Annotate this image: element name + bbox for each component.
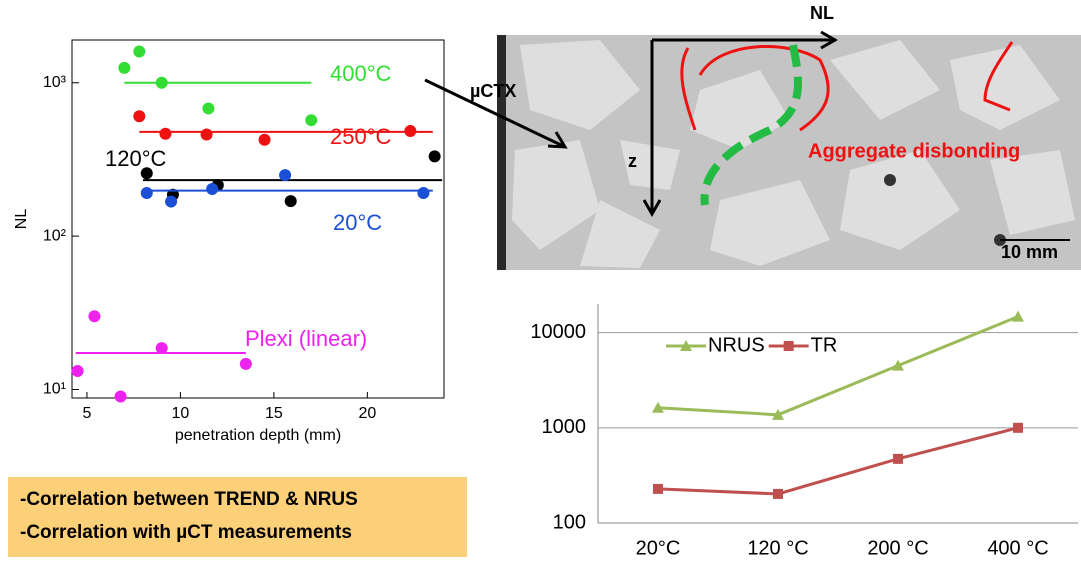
point — [200, 128, 213, 141]
crack-path — [700, 44, 803, 206]
x-axis-label: penetration depth (mm) — [175, 427, 341, 444]
x-tick-label: 10 — [172, 405, 190, 422]
axis-label: z — [628, 151, 637, 171]
y-tick-label: 10000 — [530, 321, 586, 343]
series-label: 120°C — [105, 146, 167, 171]
note-line: -Correlation between TREND & NRUS — [20, 489, 358, 510]
x-tick-label: 400 °C — [987, 537, 1048, 559]
marker — [772, 408, 784, 420]
point — [155, 342, 168, 355]
point — [88, 310, 101, 323]
arrow — [424, 78, 564, 148]
point — [140, 187, 153, 200]
marker — [1012, 310, 1024, 322]
point — [133, 110, 146, 123]
legend-marker — [783, 341, 794, 351]
y-tick-label: 10³ — [43, 74, 67, 91]
point — [165, 195, 178, 208]
series-label: 400°C — [330, 61, 392, 86]
note-box — [8, 477, 467, 557]
crack-lines — [680, 41, 1014, 132]
point — [206, 182, 219, 195]
y-tick-label: 100 — [553, 511, 586, 533]
series-line — [657, 315, 1019, 417]
point — [114, 390, 127, 403]
y-tick-label: 10¹ — [43, 381, 66, 398]
point — [305, 114, 318, 127]
legend-label: TR — [811, 334, 838, 356]
point — [140, 167, 153, 180]
x-tick-label: 120 °C — [747, 537, 808, 559]
marker — [653, 483, 663, 494]
point — [284, 195, 297, 208]
series-label: 20°C — [333, 210, 382, 235]
note-line: -Correlation with µCT measurements — [20, 522, 352, 543]
ct-edge — [497, 35, 506, 270]
point — [258, 133, 271, 146]
y-tick-label: 10² — [43, 227, 67, 244]
x-tick-label: 20 — [358, 405, 376, 422]
marker — [892, 359, 904, 371]
ct-void — [884, 174, 896, 186]
point — [155, 76, 168, 89]
axis-label: NL — [810, 3, 834, 23]
point — [133, 45, 146, 58]
point — [417, 187, 430, 200]
series-line — [657, 426, 1019, 496]
x-tick-label: 5 — [83, 405, 92, 422]
x-tick-label: 200 °C — [867, 537, 928, 559]
image-axes — [642, 30, 839, 218]
technique-label: µCTX — [470, 81, 516, 101]
point — [118, 61, 131, 74]
annotation: Aggregate disbonding — [808, 140, 1020, 162]
scale-label: 10 mm — [1001, 242, 1058, 262]
point — [71, 364, 84, 377]
point — [159, 127, 172, 140]
point — [404, 124, 417, 137]
y-axis-label: NL — [13, 209, 30, 230]
marker — [773, 488, 783, 499]
x-tick-label: 15 — [265, 405, 283, 422]
point — [202, 102, 215, 115]
y-tick-label: 1000 — [542, 416, 587, 438]
point — [428, 150, 441, 163]
marker — [893, 453, 903, 464]
series-label: Plexi (linear) — [245, 326, 367, 351]
legend-label: NRUS — [708, 334, 765, 356]
marker — [652, 401, 664, 413]
point — [239, 357, 252, 370]
ct-image: NL z Aggregate disbonding 10 mm — [497, 3, 1081, 270]
series-label: 250°C — [330, 124, 392, 149]
legend-marker — [680, 340, 692, 351]
ct-aggregates — [512, 40, 1075, 268]
plot-frame — [71, 39, 445, 399]
marker — [1013, 422, 1023, 433]
point — [279, 169, 292, 182]
x-tick-label: 20°C — [636, 537, 681, 559]
arrow-head — [547, 131, 568, 149]
